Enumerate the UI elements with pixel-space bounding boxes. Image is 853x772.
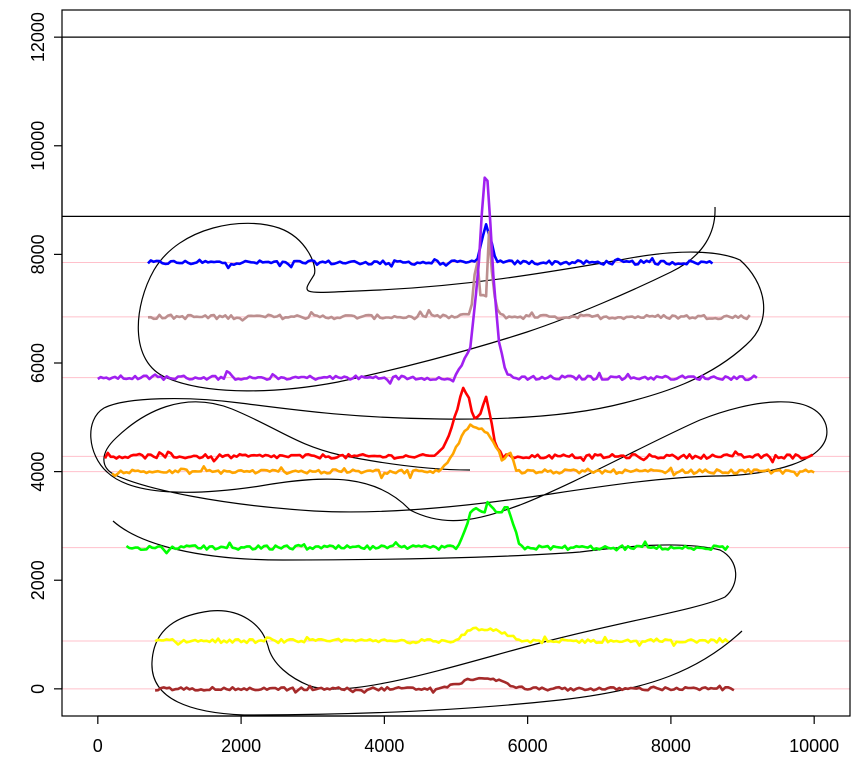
x-tick-label: 4000 [364, 736, 404, 756]
y-axis: 0 2000 4000 6000 8000 10000 12000 [28, 12, 63, 694]
y-tick-label: 0 [28, 684, 48, 694]
contour-curve-small [112, 520, 743, 716]
x-tick-label: 0 [93, 736, 103, 756]
series-line-3 [103, 386, 814, 464]
x-tick-label: 2000 [221, 736, 261, 756]
series-line-0 [147, 223, 714, 270]
contour-curve-large [90, 206, 828, 522]
series-layer [97, 176, 815, 694]
x-axis: 0 2000 4000 6000 8000 10000 [93, 715, 839, 756]
series-line-2 [97, 176, 758, 385]
x-tick-label: 8000 [651, 736, 691, 756]
x-tick-label: 10000 [789, 736, 839, 756]
y-tick-label: 4000 [28, 452, 48, 492]
y-tick-label: 12000 [28, 12, 48, 62]
y-tick-label: 10000 [28, 121, 48, 171]
x-tick-label: 6000 [508, 736, 548, 756]
series-line-5 [125, 500, 730, 555]
series-line-1 [147, 230, 751, 322]
series-line-7 [155, 676, 735, 694]
contour-curves [90, 206, 828, 716]
y-tick-label: 6000 [28, 343, 48, 383]
y-tick-label: 2000 [28, 560, 48, 600]
plot-frame [61, 9, 851, 717]
y-tick-label: 8000 [28, 234, 48, 274]
series-line-4 [111, 423, 815, 480]
horizontal-lines [62, 36, 850, 217]
series-line-6 [154, 626, 730, 647]
